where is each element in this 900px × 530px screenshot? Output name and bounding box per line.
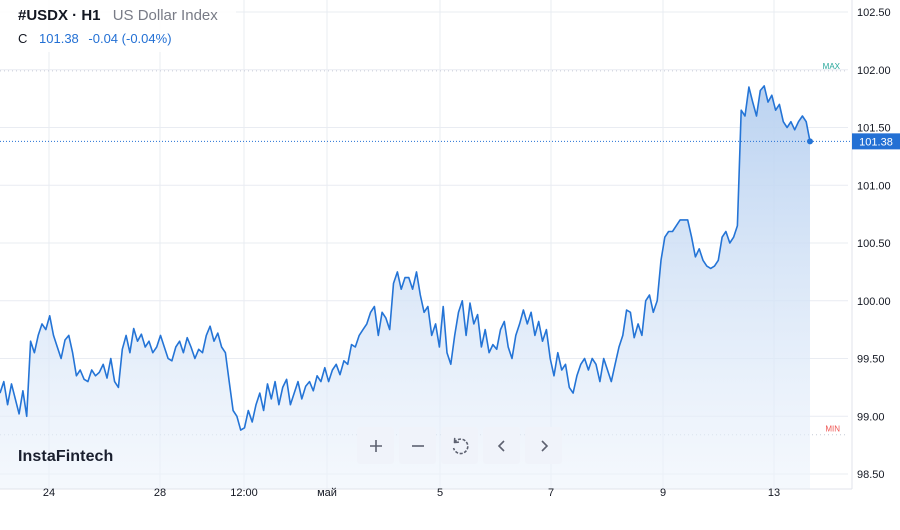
x-tick-label: 28 bbox=[154, 487, 166, 499]
y-tick-label: 102.50 bbox=[857, 7, 891, 19]
y-tick-label: 99.50 bbox=[857, 354, 885, 366]
x-tick-label: 24 bbox=[43, 487, 55, 499]
price-line bbox=[0, 85, 811, 431]
price-area-fill bbox=[0, 85, 810, 490]
time-axis[interactable]: 24 28 12:00 май 5 7 9 13 bbox=[0, 487, 852, 499]
scroll-right-button[interactable] bbox=[525, 427, 562, 464]
y-tick-label: 100.50 bbox=[857, 238, 891, 250]
plus-icon bbox=[369, 439, 382, 452]
y-tick-label: 102.00 bbox=[857, 65, 891, 77]
instafintech-logo: InstaFintech bbox=[18, 448, 114, 465]
chart-legend: #USDX · H1 US Dollar Index C 101.38 -0.0… bbox=[0, 0, 236, 52]
x-tick-label: 5 bbox=[437, 487, 443, 499]
y-tick-label: 101.00 bbox=[857, 180, 891, 192]
chart-toolbar bbox=[357, 427, 562, 464]
y-tick-label: 99.00 bbox=[857, 411, 885, 423]
chevron-right-icon bbox=[540, 439, 548, 452]
price-axis[interactable]: 102.50 102.00 101.50 101.00 100.50 100.00 99.5… bbox=[851, 0, 900, 489]
reset-chart-button[interactable] bbox=[441, 427, 478, 464]
x-tick-label: 7 bbox=[548, 487, 554, 499]
last-price-label-box bbox=[852, 133, 900, 150]
instrument-name: US Dollar Index bbox=[112, 7, 218, 24]
price-series bbox=[0, 85, 852, 490]
scroll-left-button[interactable] bbox=[483, 427, 520, 464]
y-tick-label: 101.50 bbox=[857, 123, 891, 135]
last-price-marker bbox=[807, 138, 813, 145]
x-tick-label: 9 bbox=[660, 487, 666, 499]
y-tick-label: 100.00 bbox=[857, 296, 891, 308]
change-percent: (-0.04%) bbox=[121, 31, 172, 46]
zoom-in-button[interactable] bbox=[357, 427, 394, 464]
last-price-label: 101.38 bbox=[859, 136, 893, 148]
x-tick-label: май bbox=[317, 487, 337, 499]
symbol-label[interactable]: #USDX · H1 bbox=[18, 7, 101, 24]
close-value: 101.38 bbox=[39, 31, 79, 46]
reset-icon bbox=[452, 437, 469, 454]
change-absolute: -0.04 bbox=[88, 31, 119, 46]
min-label: MIN bbox=[825, 425, 840, 434]
zoom-out-button[interactable] bbox=[399, 427, 436, 464]
close-label: C bbox=[18, 31, 28, 46]
y-tick-label: 98.50 bbox=[857, 469, 885, 481]
chevron-left-icon bbox=[497, 439, 505, 452]
max-label: MAX bbox=[823, 62, 841, 71]
x-tick-label: 13 bbox=[768, 487, 780, 499]
minus-icon bbox=[411, 444, 424, 447]
x-tick-label: 12:00 bbox=[230, 487, 258, 499]
